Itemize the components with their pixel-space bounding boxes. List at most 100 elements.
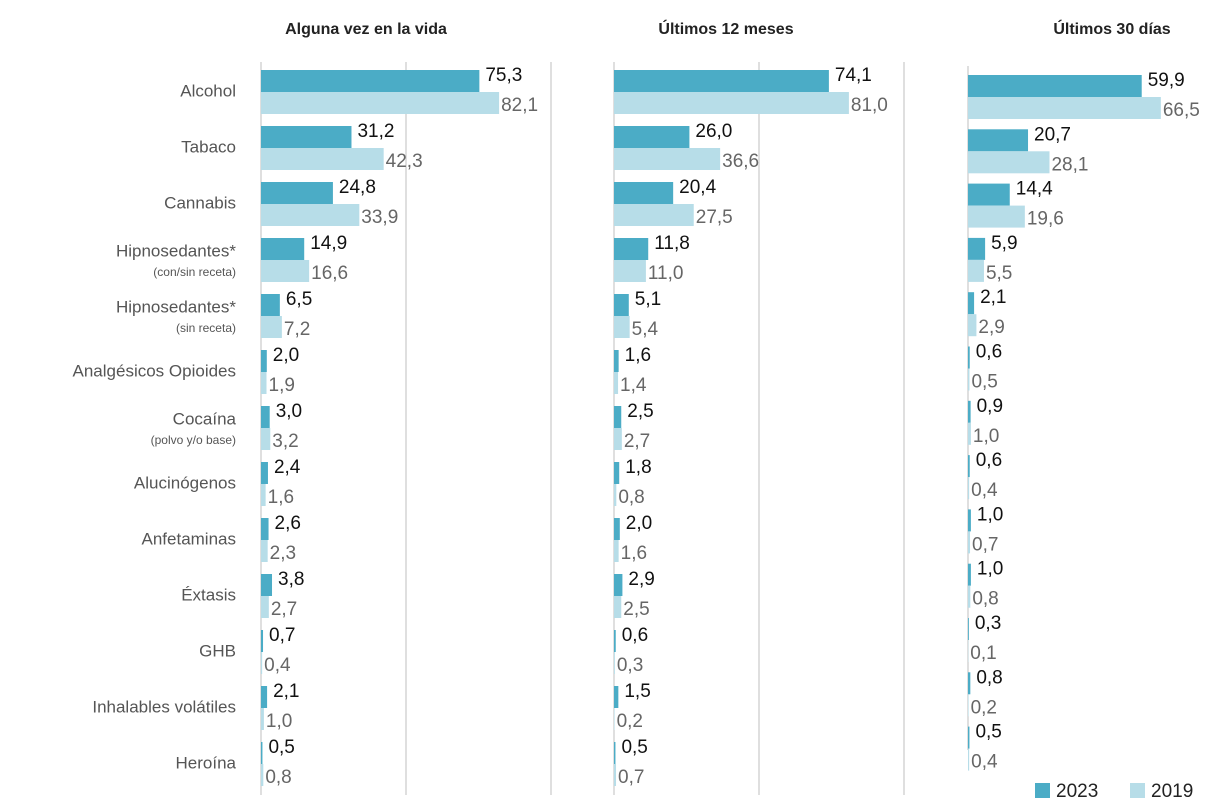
- data-label: 82,1: [501, 95, 538, 116]
- data-label: 7,2: [284, 319, 310, 340]
- bar: [614, 462, 620, 484]
- data-label: 0,1: [970, 643, 996, 664]
- data-label: 2,0: [273, 345, 299, 366]
- category-label: Anfetaminas: [142, 529, 237, 548]
- data-label: 33,9: [361, 207, 398, 228]
- data-label: 31,2: [357, 121, 394, 142]
- data-label: 0,2: [617, 711, 643, 732]
- bar: [614, 652, 615, 674]
- category-note: (sin receta): [176, 321, 236, 335]
- bar: [968, 205, 1025, 228]
- bar: [968, 314, 977, 337]
- bar: [968, 292, 975, 315]
- data-label: 42,3: [386, 151, 423, 172]
- data-label: 0,7: [618, 767, 644, 788]
- bar: [614, 518, 620, 540]
- bar: [968, 129, 1029, 152]
- category-label: Analgésicos Opioides: [73, 361, 236, 380]
- bar: [614, 686, 619, 708]
- bar: [614, 126, 690, 148]
- category-note: (polvo y/o base): [151, 433, 236, 447]
- data-label: 3,2: [272, 431, 298, 452]
- bar: [614, 484, 617, 506]
- bar: [614, 182, 674, 204]
- panel-title: Últimos 12 meses: [658, 19, 793, 38]
- bar: [261, 126, 352, 148]
- bar: [968, 585, 971, 608]
- bar: [614, 630, 616, 652]
- data-label: 14,4: [1016, 179, 1053, 200]
- data-label: 20,7: [1034, 124, 1071, 145]
- data-label: 27,5: [696, 207, 733, 228]
- data-label: 2,9: [628, 569, 654, 590]
- data-label: 2,5: [623, 599, 649, 620]
- data-label: 0,7: [269, 625, 295, 646]
- bar: [614, 204, 694, 226]
- bar: [261, 540, 268, 562]
- data-label: 2,1: [980, 287, 1006, 308]
- bar: [261, 462, 268, 484]
- data-label: 75,3: [485, 65, 522, 86]
- bar: [614, 540, 619, 562]
- bar: [614, 596, 622, 618]
- data-label: 0,5: [971, 372, 997, 393]
- data-label: 0,4: [971, 752, 998, 773]
- bar: [261, 350, 267, 372]
- data-label: 0,8: [265, 767, 291, 788]
- data-label: 5,1: [635, 289, 661, 310]
- legend-label: 2019: [1151, 781, 1193, 802]
- data-label: 2,7: [624, 431, 650, 452]
- bar: [968, 259, 984, 282]
- bar: [968, 694, 969, 717]
- data-label: 36,6: [722, 151, 759, 172]
- panel-title: Últimos 30 días: [1053, 19, 1170, 38]
- bar: [968, 151, 1050, 174]
- category-label: GHB: [199, 641, 236, 660]
- bar: [261, 764, 264, 786]
- data-label: 28,1: [1051, 154, 1088, 175]
- bar: [261, 238, 305, 260]
- category-label: Éxtasis: [181, 585, 236, 604]
- data-label: 74,1: [835, 65, 872, 86]
- data-label: 2,9: [978, 317, 1004, 338]
- category-label: Hipnosedantes*: [116, 241, 236, 260]
- bar: [968, 563, 971, 586]
- bar: [968, 97, 1161, 119]
- data-label: 0,6: [622, 625, 648, 646]
- bar: [968, 726, 970, 749]
- data-label: 5,4: [632, 319, 659, 340]
- category-label: Tabaco: [181, 137, 236, 156]
- bar: [261, 652, 263, 674]
- bar: [261, 294, 280, 316]
- data-label: 2,5: [627, 401, 653, 422]
- bar: [261, 372, 267, 394]
- bar: [261, 630, 264, 652]
- category-label: Cannabis: [164, 193, 236, 212]
- data-label: 14,9: [310, 233, 347, 254]
- data-label: 0,8: [976, 667, 1002, 688]
- bar: [968, 618, 969, 640]
- data-label: 19,6: [1027, 209, 1064, 230]
- data-label: 0,6: [976, 450, 1002, 471]
- bar: [614, 708, 615, 730]
- bar: [261, 92, 500, 114]
- bar: [968, 368, 970, 391]
- bar: [614, 742, 616, 764]
- data-label: 5,5: [986, 263, 1012, 284]
- data-label: 0,8: [618, 487, 644, 508]
- data-label: 0,4: [971, 480, 998, 501]
- category-note: (con/sin receta): [153, 265, 236, 279]
- bar: [614, 372, 619, 394]
- panel-title: Alguna vez en la vida: [285, 21, 447, 38]
- bar: [261, 316, 282, 338]
- data-label: 0,2: [971, 697, 997, 718]
- category-label: Cocaína: [173, 409, 237, 428]
- data-label: 26,0: [695, 121, 732, 142]
- data-label: 0,4: [264, 655, 291, 676]
- data-label: 59,9: [1148, 70, 1185, 91]
- data-label: 2,3: [270, 543, 296, 564]
- data-label: 1,6: [621, 543, 647, 564]
- data-label: 2,0: [626, 513, 652, 534]
- bar: [968, 400, 971, 423]
